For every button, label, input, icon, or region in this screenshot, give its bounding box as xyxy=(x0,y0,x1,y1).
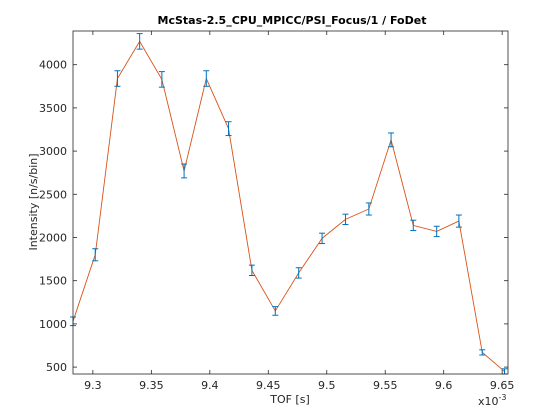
errorbar xyxy=(181,163,188,179)
errorbar xyxy=(225,121,232,137)
x-tick-label: 9.45 xyxy=(256,379,281,392)
y-tick-label: 500 xyxy=(46,361,67,374)
chart-title: McStas-2.5_CPU_MPICC/PSI_Focus/1 / FoDet xyxy=(158,14,427,27)
errorbar xyxy=(410,219,417,232)
x-exponent-power: -3 xyxy=(499,393,507,402)
errorbar xyxy=(295,267,302,279)
errorbar xyxy=(479,349,486,356)
series-line xyxy=(72,40,505,372)
x-tick-label: 9.65 xyxy=(490,379,515,392)
plot-area xyxy=(73,31,508,374)
x-exponent-base: x10 xyxy=(478,395,499,408)
x-tick-label: 9.55 xyxy=(373,379,398,392)
errorbar xyxy=(455,214,462,228)
errorbar xyxy=(272,306,279,316)
y-tick-label: 2000 xyxy=(39,231,67,244)
labels-layer: 9.3 9.35 9.4 9.45 9.5 9.55 9.6 9.65 500 1000 1500 2… xyxy=(39,59,514,392)
x-tick-label: 9.5 xyxy=(318,379,336,392)
x-tick-label: 9.6 xyxy=(435,379,453,392)
y-tick-label: 1000 xyxy=(39,318,67,331)
y-tick-label: 2500 xyxy=(39,188,67,201)
errorbar xyxy=(248,264,255,277)
y-tick-label: 1500 xyxy=(39,275,67,288)
x-exponent-label: x10-3 xyxy=(478,393,507,408)
x-tick-label: 9.35 xyxy=(139,379,164,392)
ticks-layer xyxy=(73,31,508,374)
x-axis-label: TOF [s] xyxy=(269,393,310,406)
errorbar xyxy=(342,213,349,226)
errorbar xyxy=(319,232,326,245)
errorbar xyxy=(203,70,210,87)
y-tick-label: 3000 xyxy=(39,145,67,158)
x-tick-label: 9.3 xyxy=(84,379,102,392)
errorbar xyxy=(136,33,143,50)
errorbar xyxy=(388,132,395,148)
errorbar xyxy=(114,70,121,87)
series-layer xyxy=(70,33,508,375)
y-axis-label: Intensity [n/s/bin] xyxy=(27,153,40,250)
axes-box xyxy=(72,30,509,375)
errorbar xyxy=(433,225,440,238)
errorbar xyxy=(92,248,99,262)
y-tick-label: 3500 xyxy=(39,102,67,115)
errorbar xyxy=(365,202,372,216)
x-tick-label: 9.4 xyxy=(201,379,219,392)
errorbar xyxy=(158,71,165,88)
y-tick-label: 4000 xyxy=(39,59,67,72)
